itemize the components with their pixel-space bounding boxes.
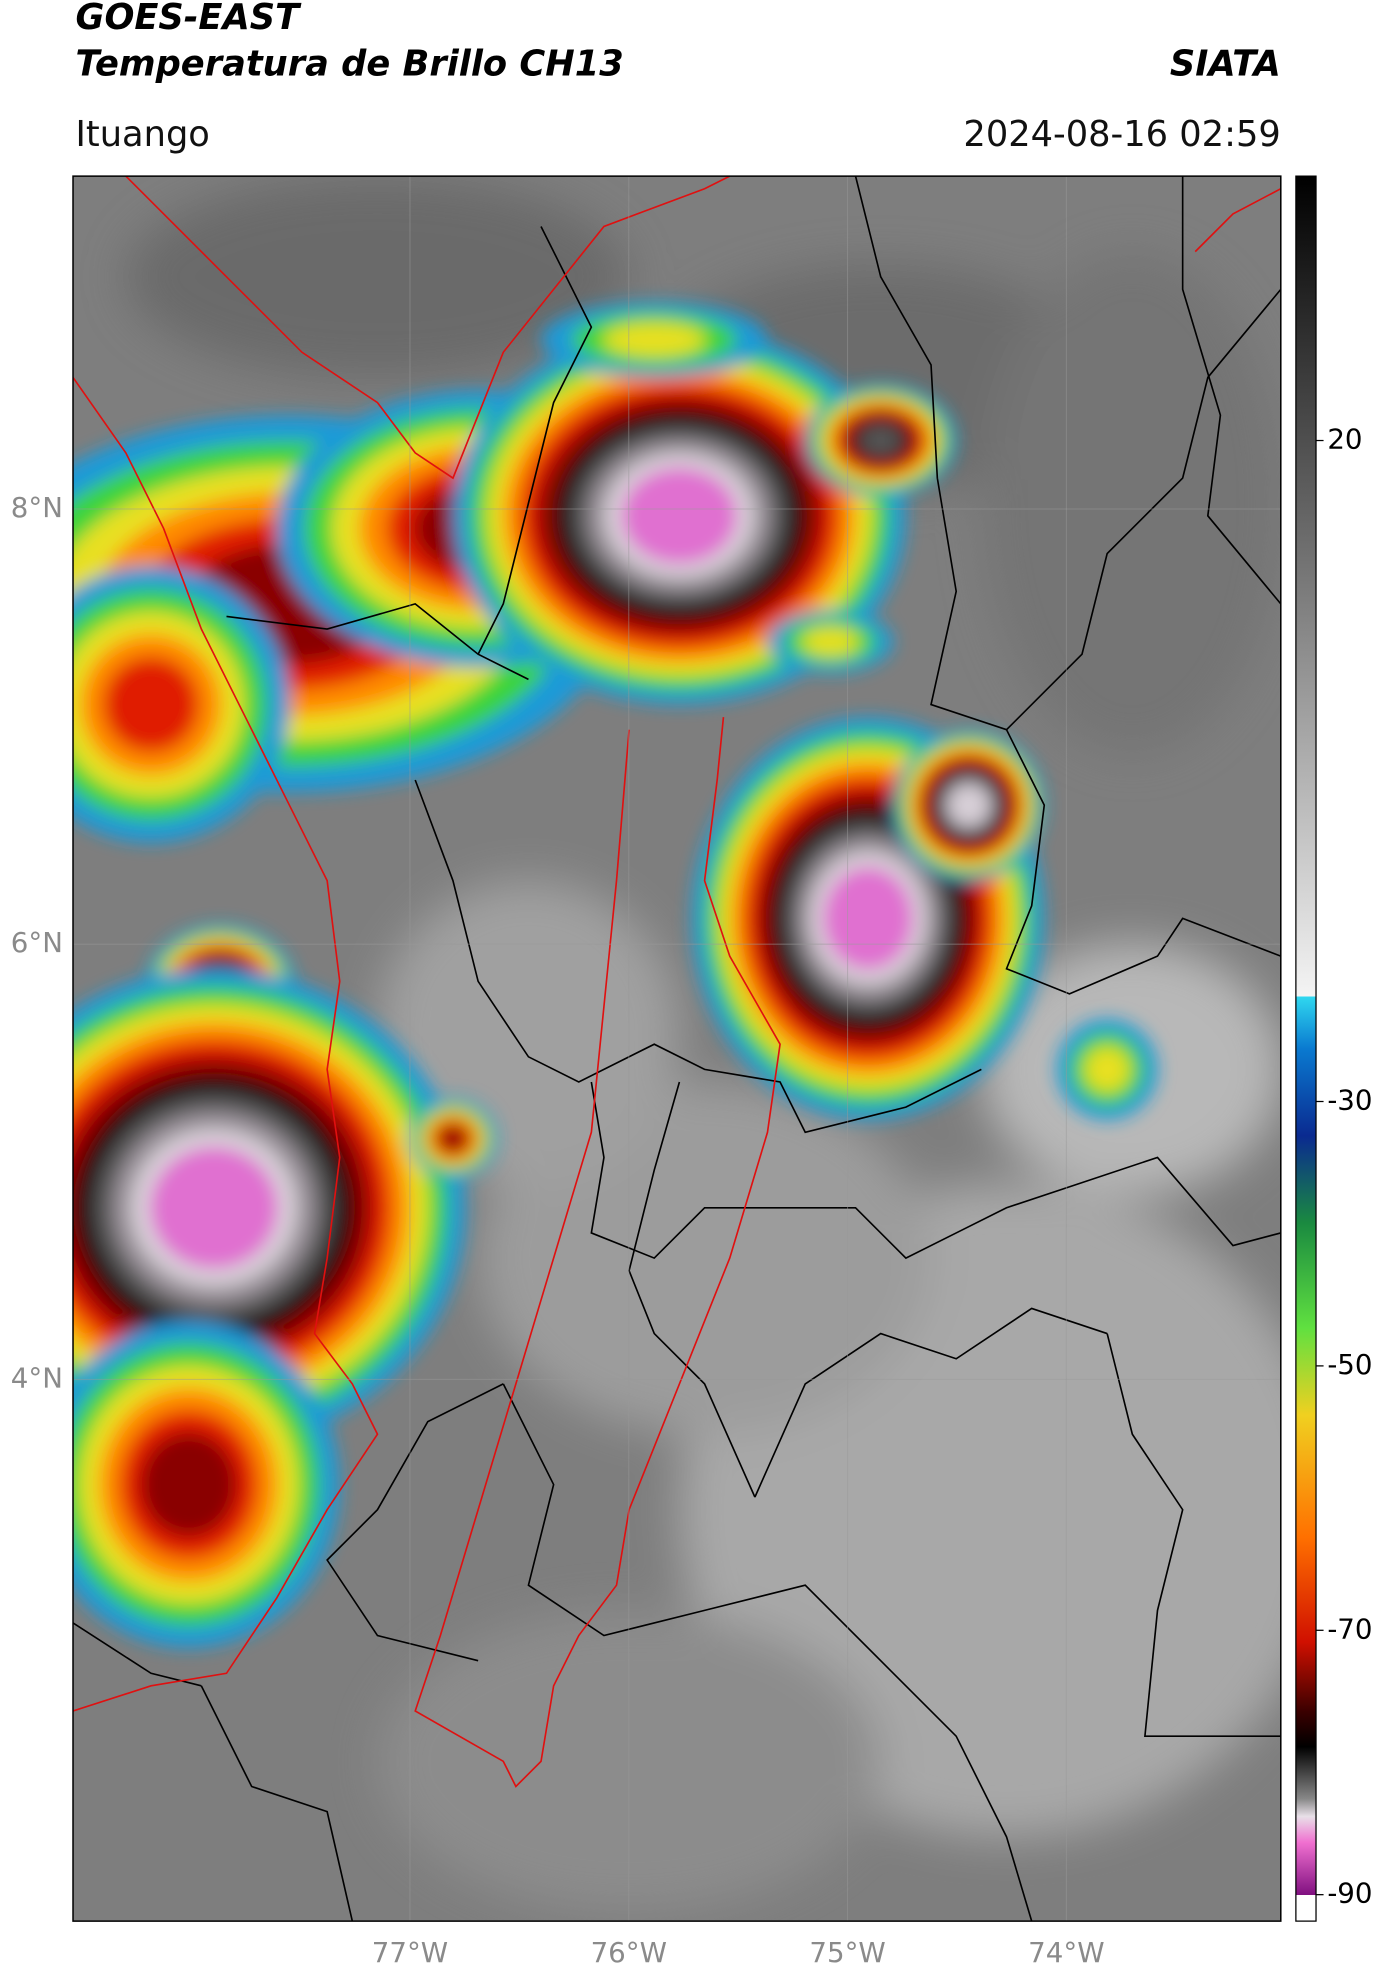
location: Ituango [76,114,210,155]
y-tick-label: 8°N [11,491,63,524]
colorbar-tick-label: 20 [1327,423,1362,456]
colorbar-tick-label: -50 [1327,1348,1372,1381]
y-tick-label: 4°N [11,1361,63,1394]
colorbar-tick-label: -30 [1327,1084,1372,1117]
timestamp: 2024-08-16 02:59 [963,114,1280,155]
colorbar-tick-label: -70 [1327,1612,1372,1645]
cloud-layer [1084,1046,1130,1093]
x-tick-label: 77°W [372,1936,448,1969]
cloud-layer [823,867,913,970]
cloud-layer [602,322,706,357]
cloud-layer [439,1125,467,1152]
brand: SIATA [1170,43,1281,84]
x-tick-label: 74°W [1028,1936,1104,1969]
cloud-layer [621,467,738,564]
x-tick-label: 76°W [591,1936,667,1969]
cloud-layer [149,1146,278,1269]
colorbar [1295,175,1317,1922]
subtitle: Temperatura de Brillo CH13 [76,43,624,84]
satellite-image [73,176,1281,1922]
title: GOES-EAST [76,0,303,38]
cloud-layer [103,656,199,753]
colorbar-tick-label: -90 [1327,1877,1372,1910]
y-tick-label: 6°N [11,926,63,959]
map-frame [72,175,1282,1922]
x-tick-label: 75°W [809,1936,885,1969]
cloud-layer [859,424,903,457]
cloud-layer [140,1432,237,1537]
cloud-layer [801,627,859,656]
cloud-layer [949,785,989,825]
